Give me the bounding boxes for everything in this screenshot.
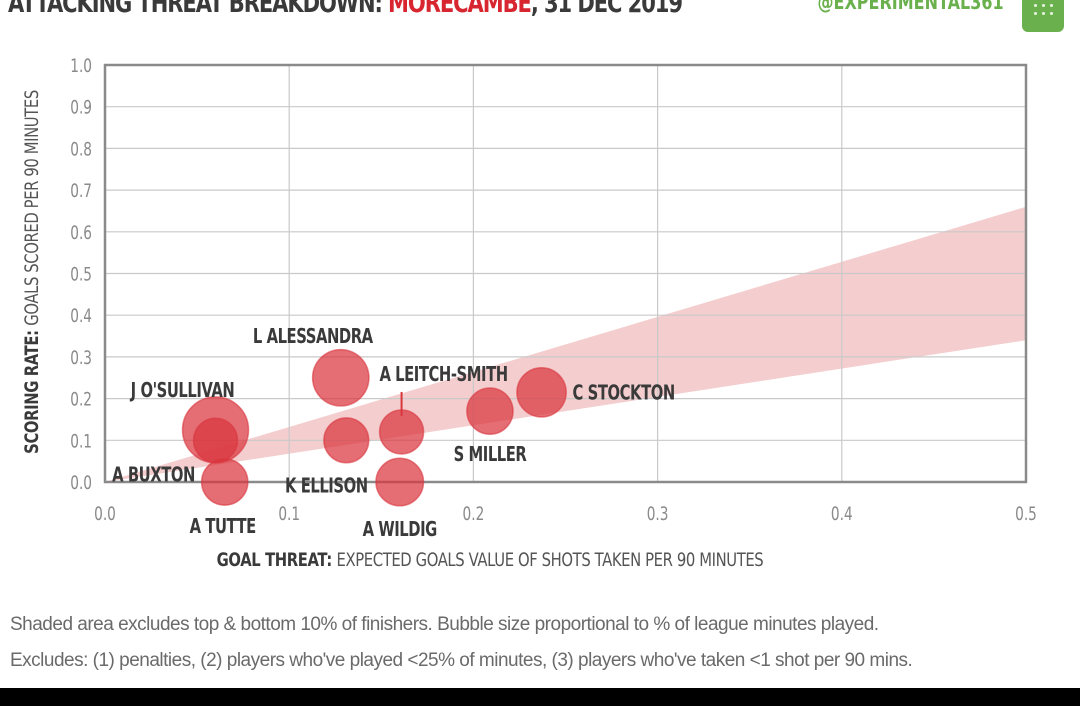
scatter-chart: 0.0 0.1 0.2 0.3 0.4 0.5 0.6 0.7 0.8 0.9 1.0 0.0 0.1 0…: [21, 55, 1037, 572]
player-label: K ELLISON: [285, 475, 368, 498]
x-tick-label: 0.1: [278, 503, 300, 525]
y-tick-label: 0.7: [70, 180, 92, 202]
bubble-point: [375, 457, 425, 507]
footnote-exclusions: Excludes: (1) penalties, (2) players who…: [10, 650, 913, 671]
bubble-point: [311, 348, 370, 407]
pitch-icon: [1022, 0, 1064, 32]
band-area: [105, 206, 1026, 482]
chart-title: ATTACKING THREAT BREAKDOWN: MORECAMBE, 3…: [8, 0, 683, 19]
x-tick-label: 0.4: [831, 503, 853, 525]
bubble-point: [378, 409, 425, 455]
y-tick-label: 0.4: [70, 305, 92, 327]
twitter-handle: @EXPERIMENTAL361: [817, 0, 1004, 14]
bubble-point: [516, 366, 567, 418]
title-date: , 31 DEC 2019: [530, 0, 683, 19]
y-tick-label: 1.0: [70, 55, 92, 77]
finisher-band: [105, 206, 1026, 482]
player-label: S MILLER: [454, 444, 528, 467]
y-tick-label: 0.1: [70, 430, 92, 452]
y-tick-label: 0.8: [70, 138, 92, 160]
y-tick-label: 0.0: [70, 472, 92, 494]
bottom-bar: [0, 688, 1080, 706]
bubbles: [181, 348, 567, 507]
y-tick-label: 0.6: [70, 222, 92, 244]
player-label: A WILDIG: [363, 519, 437, 542]
y-tick-label: 0.9: [70, 96, 92, 118]
x-tick-label: 0.3: [647, 503, 669, 525]
x-tick-label: 0.5: [1015, 503, 1037, 525]
player-label: A BUXTON: [112, 464, 195, 487]
bubble-point: [323, 417, 370, 464]
grid: [103, 63, 1028, 484]
player-labels: J O'SULLIVAN A BUXTON A TUTTE L ALESSANDRA K…: [112, 326, 675, 542]
axis-ticks: 0.0 0.1 0.2 0.3 0.4 0.5 0.6 0.7 0.8 0.9 1.0 0.0 0.1 0…: [70, 55, 1037, 525]
x-tick-label: 0.2: [463, 503, 485, 525]
footnote-shading: Shaded area excludes top & bottom 10% of…: [10, 614, 879, 635]
title-prefix: ATTACKING THREAT BREAKDOWN:: [8, 0, 389, 19]
player-label: A TUTTE: [190, 516, 256, 539]
y-tick-label: 0.2: [70, 388, 92, 410]
bubble-point: [200, 458, 249, 506]
bubble-point: [192, 417, 239, 464]
player-label: J O'SULLIVAN: [130, 380, 235, 403]
x-tick-label: 0.0: [94, 503, 116, 525]
player-label: L ALESSANDRA: [253, 326, 374, 349]
y-tick-label: 0.3: [70, 347, 92, 369]
title-team: MORECAMBE: [388, 0, 532, 19]
x-axis-label: GOAL THREAT: EXPECTED GOALS VALUE OF SHOT…: [217, 549, 764, 571]
y-tick-label: 0.5: [70, 263, 92, 285]
player-label: C STOCKTON: [573, 382, 675, 405]
player-label: A LEITCH-SMITH: [379, 364, 507, 387]
bubble-point: [466, 387, 514, 435]
plot-frame: [103, 63, 1028, 484]
y-axis-label: SCORING RATE:GOALS SCORED PER 90 MINUTES: [21, 90, 43, 454]
